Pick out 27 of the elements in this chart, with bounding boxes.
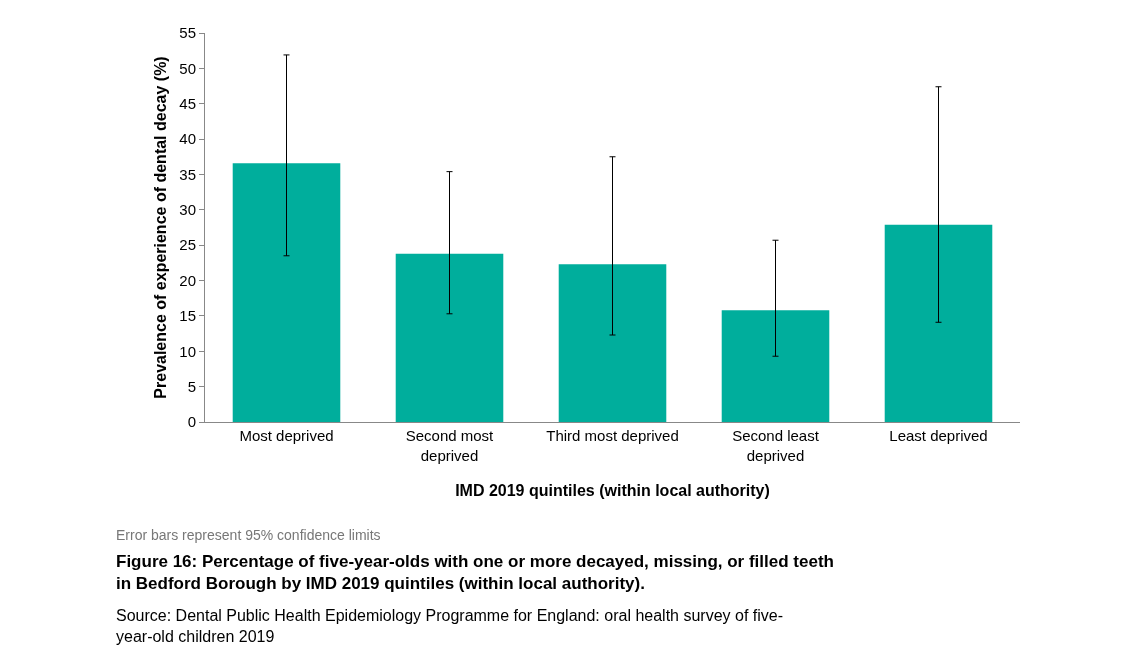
- y-tick-label: 5: [187, 377, 196, 395]
- bar: [558, 264, 667, 422]
- source-note: Source: Dental Public Health Epidemiology Programme for England: oral health survey of five-year-old children 2019: [116, 607, 783, 645]
- x-tick-label: Least deprived: [889, 427, 988, 444]
- y-axis-title: Prevalence of experience of dental decay (%): [152, 56, 170, 399]
- text: Figure 16: Percentage of five-year-olds with one or more decayed, missing, or filled teeth in Bedford Borough by IMD 2019 quintiles (within local authority).: [116, 552, 834, 594]
- bar: [721, 310, 830, 422]
- bar: [232, 163, 341, 422]
- text: Error bars represent 95% confidence limits: [116, 527, 381, 543]
- y-tick-label: 25: [179, 236, 196, 254]
- y-tick-label: 10: [179, 342, 196, 360]
- y-tick-label: 50: [179, 59, 196, 77]
- x-tick-label: Second most deprived: [405, 427, 495, 464]
- x-axis-title: IMD 2019 quintiles (within local authority): [455, 482, 770, 500]
- y-tick-label: 15: [179, 307, 196, 325]
- y-tick-label: 0: [187, 413, 196, 431]
- y-tick-label: 20: [179, 271, 196, 289]
- bar: [884, 224, 993, 422]
- y-tick-label: 45: [179, 94, 196, 112]
- x-tick-label: Most deprived: [239, 427, 334, 444]
- x-tick-label: Third most deprived: [546, 427, 679, 444]
- y-tick-label: 40: [179, 130, 196, 148]
- bar: [395, 253, 504, 422]
- y-tick-label: 55: [179, 24, 196, 42]
- x-tick-label: Second least deprived: [732, 427, 820, 464]
- y-tick-label: 30: [179, 201, 196, 219]
- y-tick-label: 35: [179, 165, 196, 183]
